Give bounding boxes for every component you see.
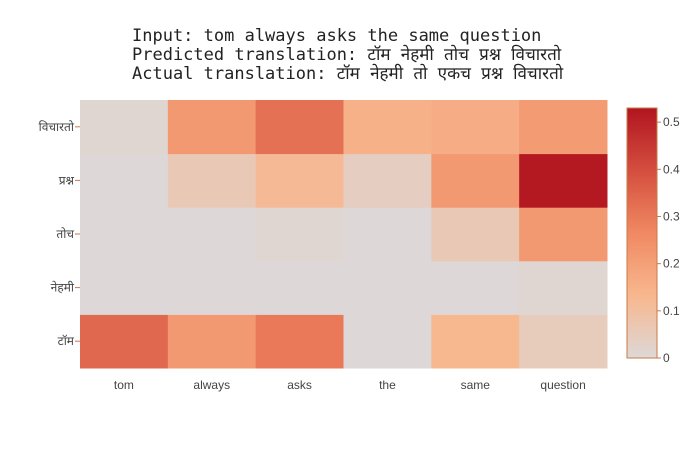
heatmap-cell-प्रश्न-same xyxy=(431,153,520,208)
heatmap-cell-नेहमी-the xyxy=(343,260,432,315)
heatmap-cell-प्रश्न-the xyxy=(343,153,432,208)
heatmap-cell-टॉम-asks xyxy=(255,314,344,369)
colorbar-tick-label: 0.2 xyxy=(663,257,680,271)
heatmap-cell-विचारतो-asks xyxy=(255,100,344,155)
heatmap-cell-तोच-always xyxy=(167,207,257,262)
heatmap-cell-तोच-same xyxy=(431,207,520,262)
colorbar-gradient xyxy=(626,107,658,359)
heatmap-cell-टॉम-same xyxy=(431,314,520,369)
heatmap-cell-तोच-question xyxy=(519,207,608,262)
colorbar-tick-label: 0.4 xyxy=(663,162,680,176)
colorbar: 0 0.1 0.2 0.3 0.4 0.5 xyxy=(626,107,680,365)
y-tick-label: नेहमी xyxy=(51,281,75,295)
y-tick-label: प्रश्न xyxy=(59,173,75,187)
heatmap-cells xyxy=(80,100,608,369)
title-line-2: Predicted translation: टॉम नेहमी तोच प्र… xyxy=(132,44,562,65)
x-tick-label: tom xyxy=(114,378,134,392)
heatmap-cell-तोच-asks xyxy=(255,207,344,262)
heatmap-cell-नेहमी-same xyxy=(431,260,520,315)
chart-title: Input: tom always asks the same question… xyxy=(132,26,564,84)
heatmap-cell-विचारतो-same xyxy=(431,100,520,155)
heatmap-cell-टॉम-the xyxy=(343,314,432,369)
x-tick-label: same xyxy=(461,378,491,392)
heatmap-cell-विचारतो-question xyxy=(519,100,608,155)
y-tick-label: तोच xyxy=(56,227,74,241)
y-tick-label: टॉम xyxy=(58,334,75,348)
x-tick-label: always xyxy=(193,378,230,392)
x-tick-label: the xyxy=(379,378,396,392)
title-line-3: Actual translation: टॉम नेहमी तो एकच प्र… xyxy=(132,63,564,84)
heatmap-cell-प्रश्न-always xyxy=(167,153,257,208)
heatmap-cell-नेहमी-always xyxy=(167,260,257,315)
heatmap-cell-विचारतो-always xyxy=(167,100,257,155)
heatmap-cell-विचारतो-the xyxy=(343,100,432,155)
y-tick-label: विचारतो xyxy=(39,120,75,134)
colorbar-tick-label: 0.3 xyxy=(663,209,680,223)
heatmap-cell-नेहमी-question xyxy=(519,260,608,315)
y-axis: टॉम नेहमी तोच प्रश्न विचारतो xyxy=(39,120,80,348)
heatmap-cell-प्रश्न-tom xyxy=(80,153,169,208)
heatmap-cell-प्रश्न-question xyxy=(519,153,608,208)
heatmap-cell-प्रश्न-asks xyxy=(255,153,344,208)
colorbar-tick-label: 0.5 xyxy=(663,115,680,129)
heatmap-cell-विचारतो-tom xyxy=(80,100,169,155)
heatmap-cell-नेहमी-tom xyxy=(80,260,169,315)
title-line-1: Input: tom always asks the same question xyxy=(132,26,541,46)
colorbar-tick-label: 0 xyxy=(663,351,670,365)
x-tick-label: asks xyxy=(287,378,312,392)
x-axis: tom always asks the same question xyxy=(114,378,586,392)
heatmap-cell-टॉम-question xyxy=(519,314,608,369)
x-tick-label: question xyxy=(540,378,585,392)
heatmap-cell-तोच-tom xyxy=(80,207,169,262)
colorbar-tick-label: 0.1 xyxy=(663,304,680,318)
heatmap-cell-टॉम-always xyxy=(167,314,257,369)
heatmap-cell-नेहमी-asks xyxy=(255,260,344,315)
heatmap-cell-तोच-the xyxy=(343,207,432,262)
heatmap-cell-टॉम-tom xyxy=(80,314,169,369)
